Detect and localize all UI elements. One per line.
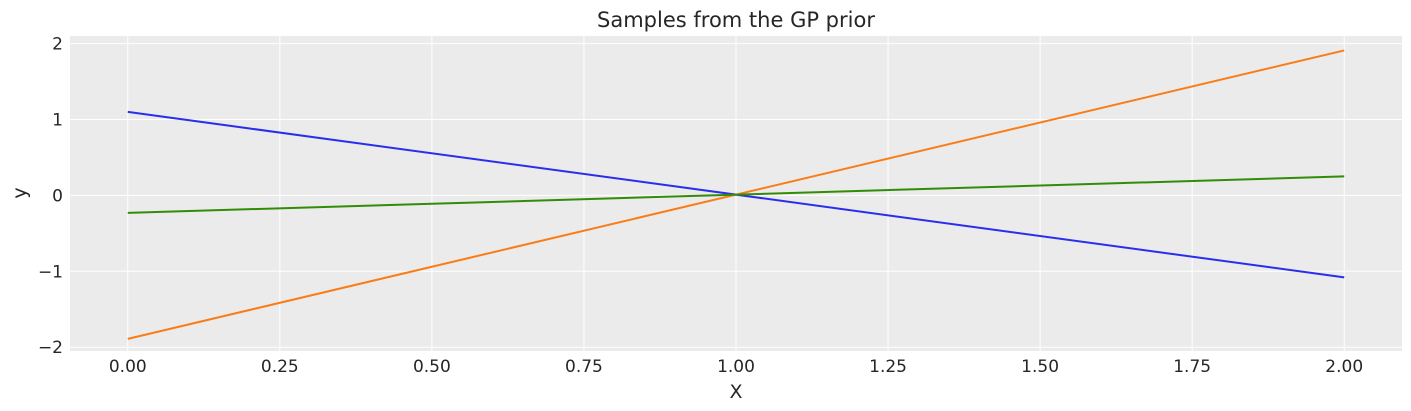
- y-tick-label: 0: [52, 186, 63, 206]
- series-group: [127, 49, 1345, 340]
- series-line-3: [127, 175, 1345, 214]
- y-tick-label: 2: [52, 35, 63, 55]
- x-tick-label: 1.75: [1173, 357, 1211, 377]
- x-tick-label: 0.50: [413, 357, 451, 377]
- x-tick-label: 0.25: [261, 357, 299, 377]
- y-tick-label: −1: [38, 262, 63, 282]
- y-tick-labels: −2 −1 0 1 2: [38, 35, 63, 359]
- x-tick-label: 0.00: [109, 357, 147, 377]
- x-axis-label: X: [729, 381, 742, 403]
- y-axis-label: y: [9, 187, 31, 198]
- x-tick-label: 1.25: [869, 357, 907, 377]
- x-tick-label: 1.50: [1021, 357, 1059, 377]
- y-tick-label: 1: [52, 110, 63, 130]
- grid: [70, 36, 1402, 351]
- x-tick-label: 0.75: [565, 357, 603, 377]
- x-tick-label: 2.00: [1325, 357, 1363, 377]
- y-tick-label: −2: [38, 338, 63, 358]
- x-tick-labels: 0.00 0.25 0.50 0.75 1.00 1.25 1.50 1.75 2.00: [109, 357, 1363, 377]
- x-tick-label: 1.00: [717, 357, 755, 377]
- chart-title: Samples from the GP prior: [597, 8, 875, 32]
